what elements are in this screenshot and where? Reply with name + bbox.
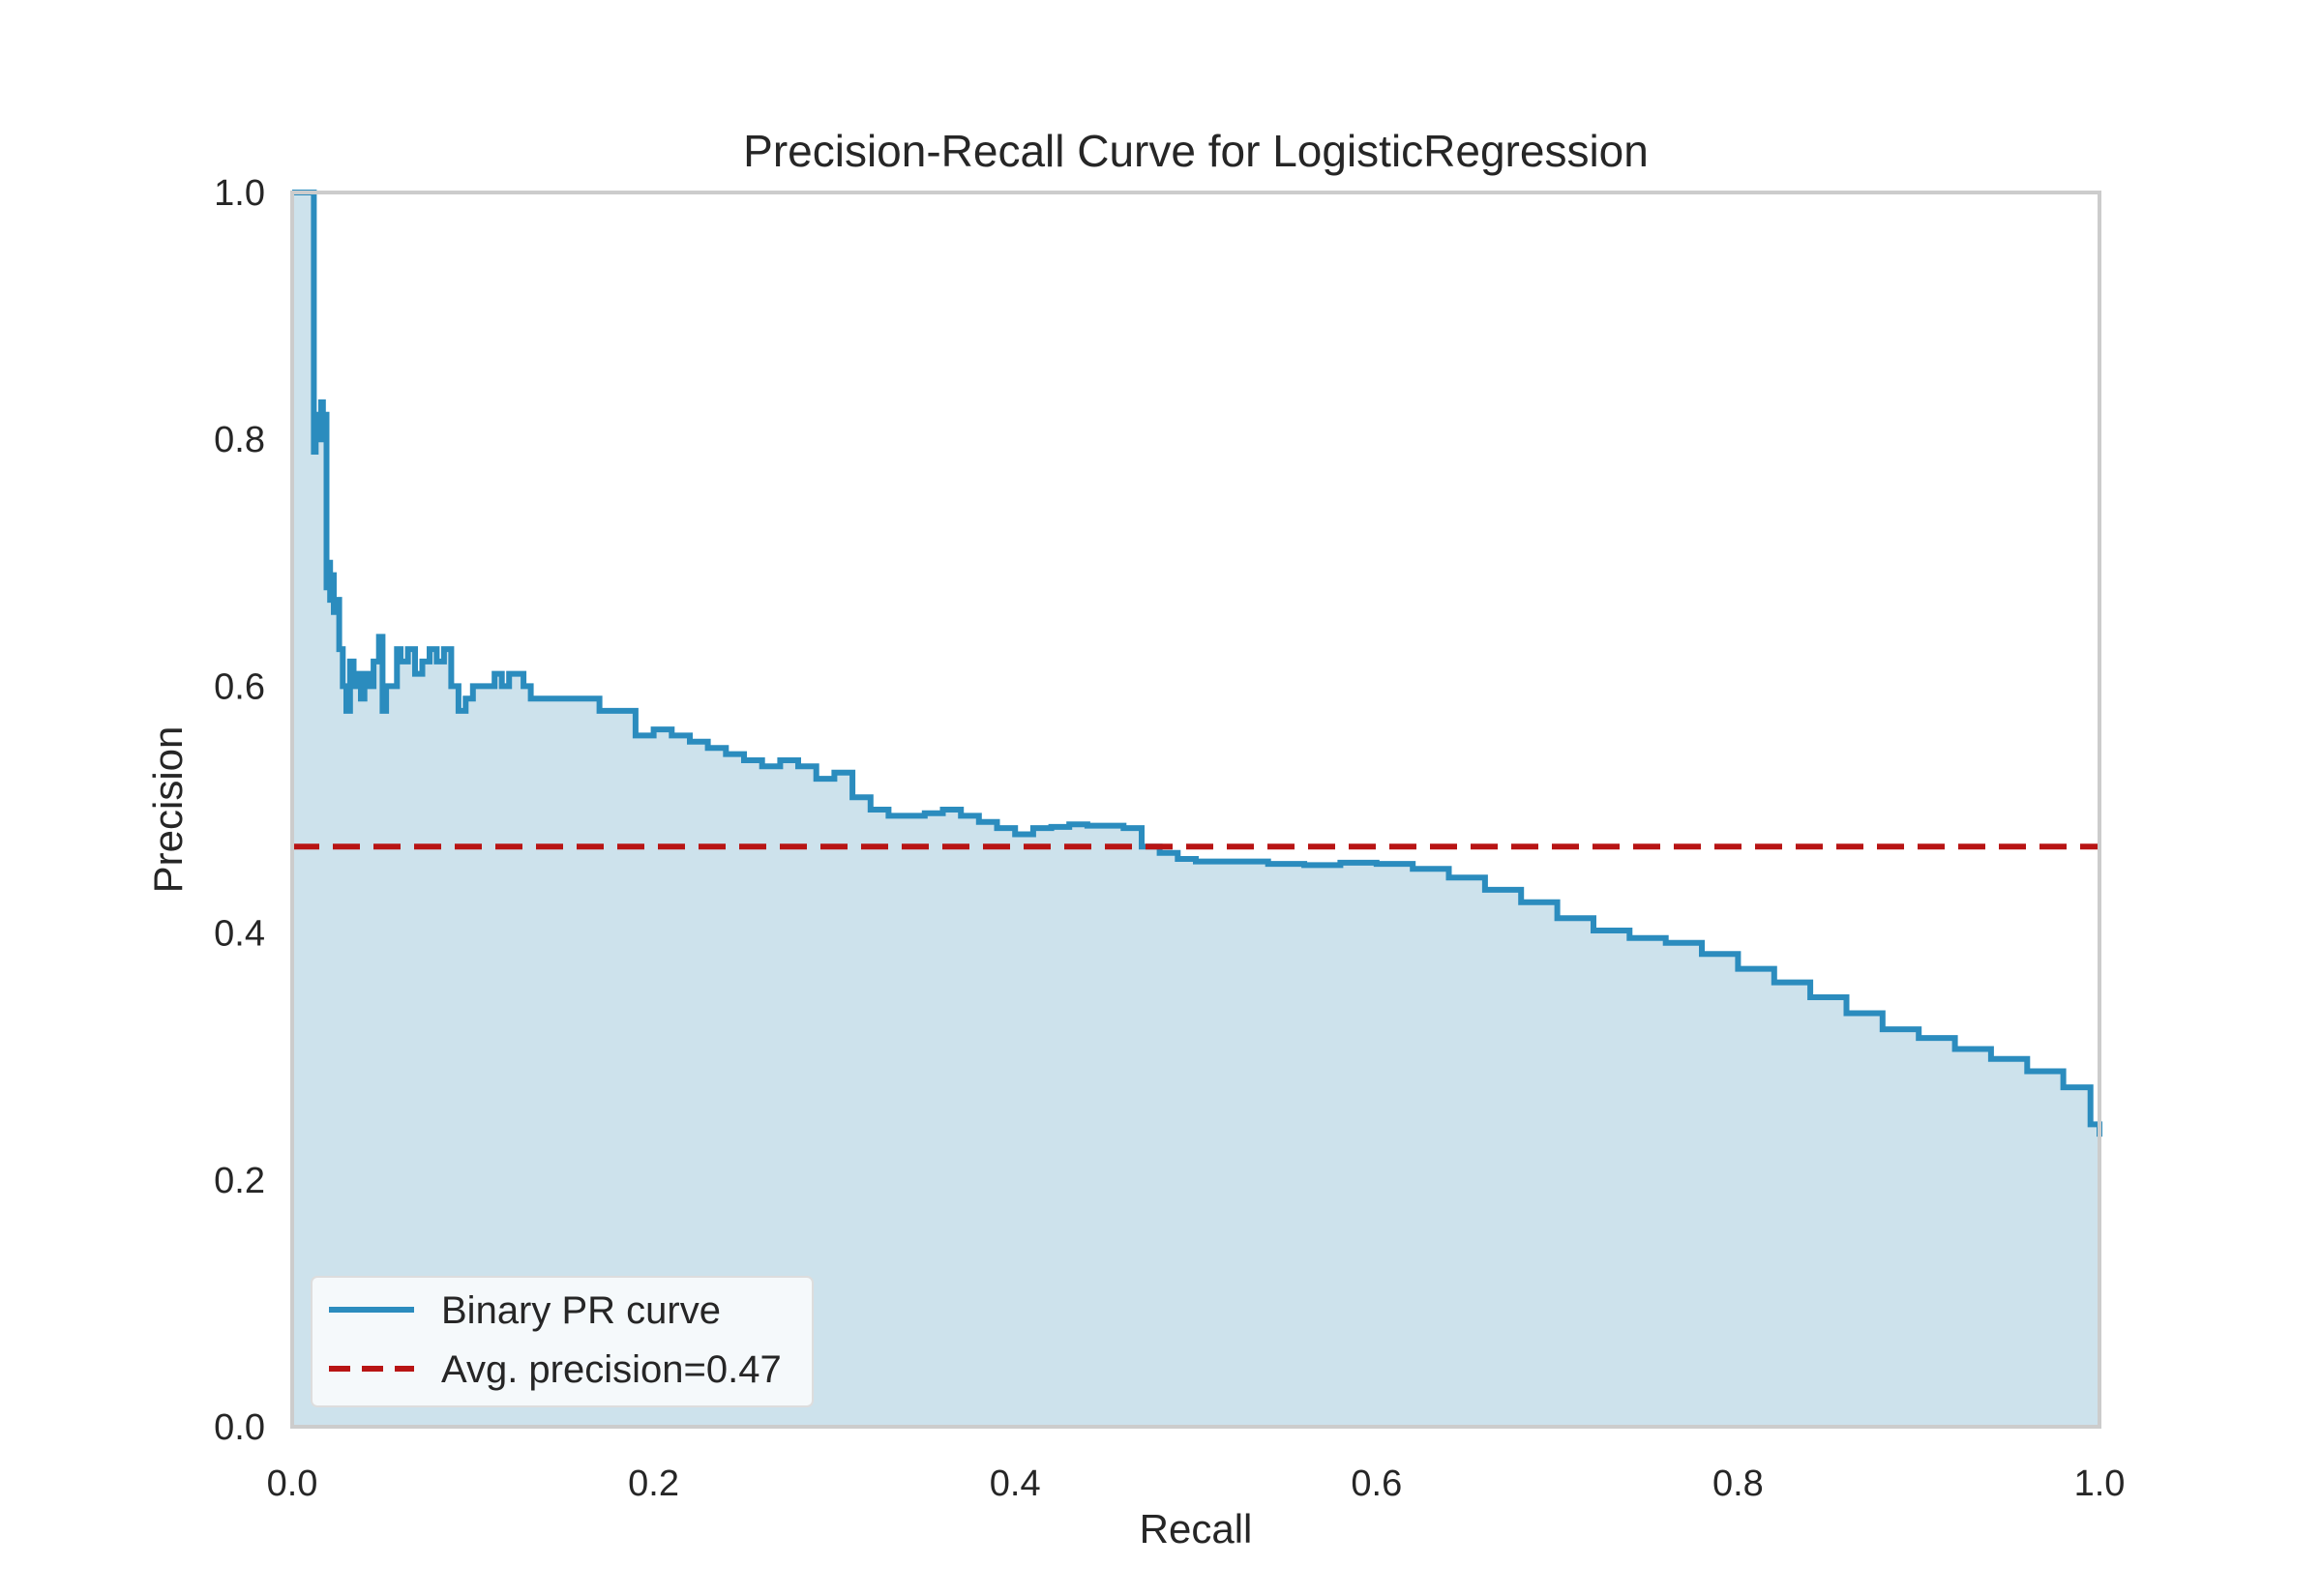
x-axis-ticks: 0.0 0.2 0.4 0.6 0.8 1.0 [267, 1463, 2126, 1504]
x-tick-label: 0.2 [628, 1463, 679, 1504]
y-axis-label: Precision [145, 726, 191, 894]
x-tick-label: 0.4 [990, 1463, 1041, 1504]
x-axis-label: Recall [1140, 1506, 1253, 1552]
x-tick-label: 0.8 [1712, 1463, 1764, 1504]
x-tick-label: 0.0 [267, 1463, 318, 1504]
legend-ap-label: Avg. precision=0.47 [441, 1348, 782, 1391]
pr-curve-fill-area [292, 192, 2099, 1427]
x-tick-label: 0.6 [1351, 1463, 1402, 1504]
y-tick-label: 0.8 [214, 420, 265, 460]
y-tick-label: 0.6 [214, 666, 265, 707]
y-tick-label: 0.0 [214, 1407, 265, 1448]
y-tick-label: 1.0 [214, 173, 265, 214]
x-tick-label: 1.0 [2074, 1463, 2126, 1504]
plot-frame [290, 191, 2101, 1429]
legend-box [311, 1276, 814, 1407]
chart-title: Precision-Recall Curve for LogisticRegre… [743, 126, 1649, 176]
legend: Binary PR curve Avg. precision=0.47 [311, 1276, 814, 1407]
y-tick-label: 0.4 [214, 914, 265, 955]
pr-curve-line [292, 190, 2102, 1138]
y-tick-label: 0.2 [214, 1161, 265, 1201]
legend-pr-label: Binary PR curve [441, 1289, 721, 1332]
y-axis-ticks: 0.0 0.2 0.4 0.6 0.8 1.0 [214, 173, 265, 1448]
